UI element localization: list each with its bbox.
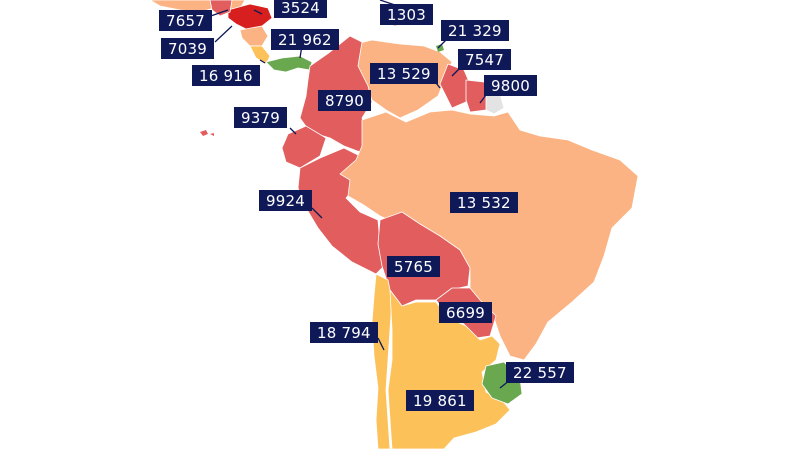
label-16916: 16 916	[192, 65, 260, 86]
label-19861: 19 861	[406, 390, 474, 411]
label-13532: 13 532	[450, 192, 518, 213]
label-7657: 7657	[159, 10, 212, 31]
label-9379: 9379	[234, 107, 287, 128]
island-trinidad	[436, 44, 444, 52]
region-panama	[265, 55, 313, 73]
region-chile	[371, 273, 393, 449]
region-honduras	[227, 3, 273, 31]
label-21329: 21 329	[441, 20, 509, 41]
label-9800: 9800	[484, 75, 537, 96]
label-8790: 8790	[318, 90, 371, 111]
region-guyana	[439, 63, 471, 109]
label-3524: 3524	[274, 0, 327, 18]
label-13529: 13 529	[370, 63, 438, 84]
label-1303: 1303	[380, 4, 433, 25]
region-costa-rica	[249, 45, 271, 65]
label-7547: 7547	[458, 49, 511, 70]
label-22557: 22 557	[506, 362, 574, 383]
island-galapagos	[200, 130, 214, 136]
region-brazil	[339, 109, 639, 361]
label-18794: 18 794	[310, 322, 378, 343]
label-5765: 5765	[387, 256, 440, 277]
label-21962: 21 962	[271, 29, 339, 50]
label-9924: 9924	[259, 190, 312, 211]
region-nicaragua	[239, 25, 269, 47]
label-6699: 6699	[439, 302, 492, 323]
region-ecuador	[281, 125, 327, 169]
region-guatemala	[209, 0, 233, 17]
label-7039: 7039	[161, 38, 214, 59]
